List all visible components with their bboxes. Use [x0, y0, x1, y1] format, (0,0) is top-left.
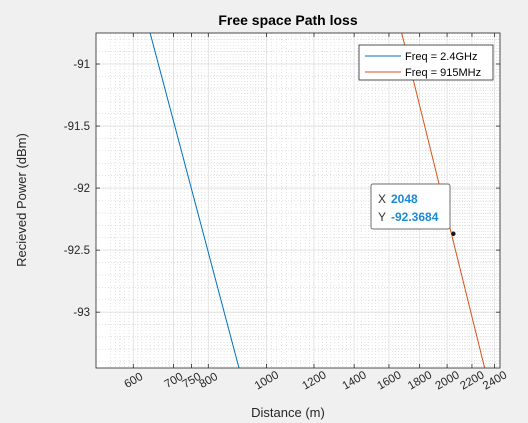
legend-label-0: Freq = 2.4GHz — [405, 51, 477, 63]
y-tick-label-2: -92 — [73, 183, 90, 195]
y-axis-label: Recieved Power (dBm) — [14, 133, 29, 267]
x-tick-label-8: 1800 — [406, 369, 434, 392]
legend[interactable]: Freq = 2.4GHz Freq = 915MHz — [359, 45, 493, 80]
x-axis-label: Distance (m) — [251, 405, 325, 420]
datatip-y-key: Y — [378, 210, 386, 224]
datatip[interactable]: X 2048 Y -92.3684 — [371, 184, 456, 236]
x-tick-label-7: 1600 — [375, 369, 403, 392]
x-tick-label-5: 1200 — [300, 369, 328, 392]
y-tick-label-0: -93 — [73, 307, 90, 319]
y-tick-label-4: -91 — [73, 59, 90, 71]
legend-label-1: Freq = 915MHz — [405, 67, 481, 79]
datatip-marker — [451, 231, 456, 236]
x-tick-label-0: 600 — [122, 371, 145, 391]
x-tick-label-11: 2400 — [481, 369, 509, 392]
datatip-x-key: X — [378, 192, 386, 206]
datatip-y-value: -92.3684 — [391, 210, 439, 224]
x-tick-label-4: 1000 — [253, 369, 281, 392]
y-tick-label-3: -91.5 — [64, 121, 90, 133]
chart-title: Free space Path loss — [218, 12, 358, 28]
x-tick-label-9: 2000 — [434, 369, 462, 392]
x-tick-label-6: 1400 — [341, 369, 369, 392]
datatip-x-value: 2048 — [391, 192, 418, 206]
x-tick-label-3: 800 — [197, 371, 220, 391]
y-tick-label-1: -92.5 — [64, 245, 90, 257]
